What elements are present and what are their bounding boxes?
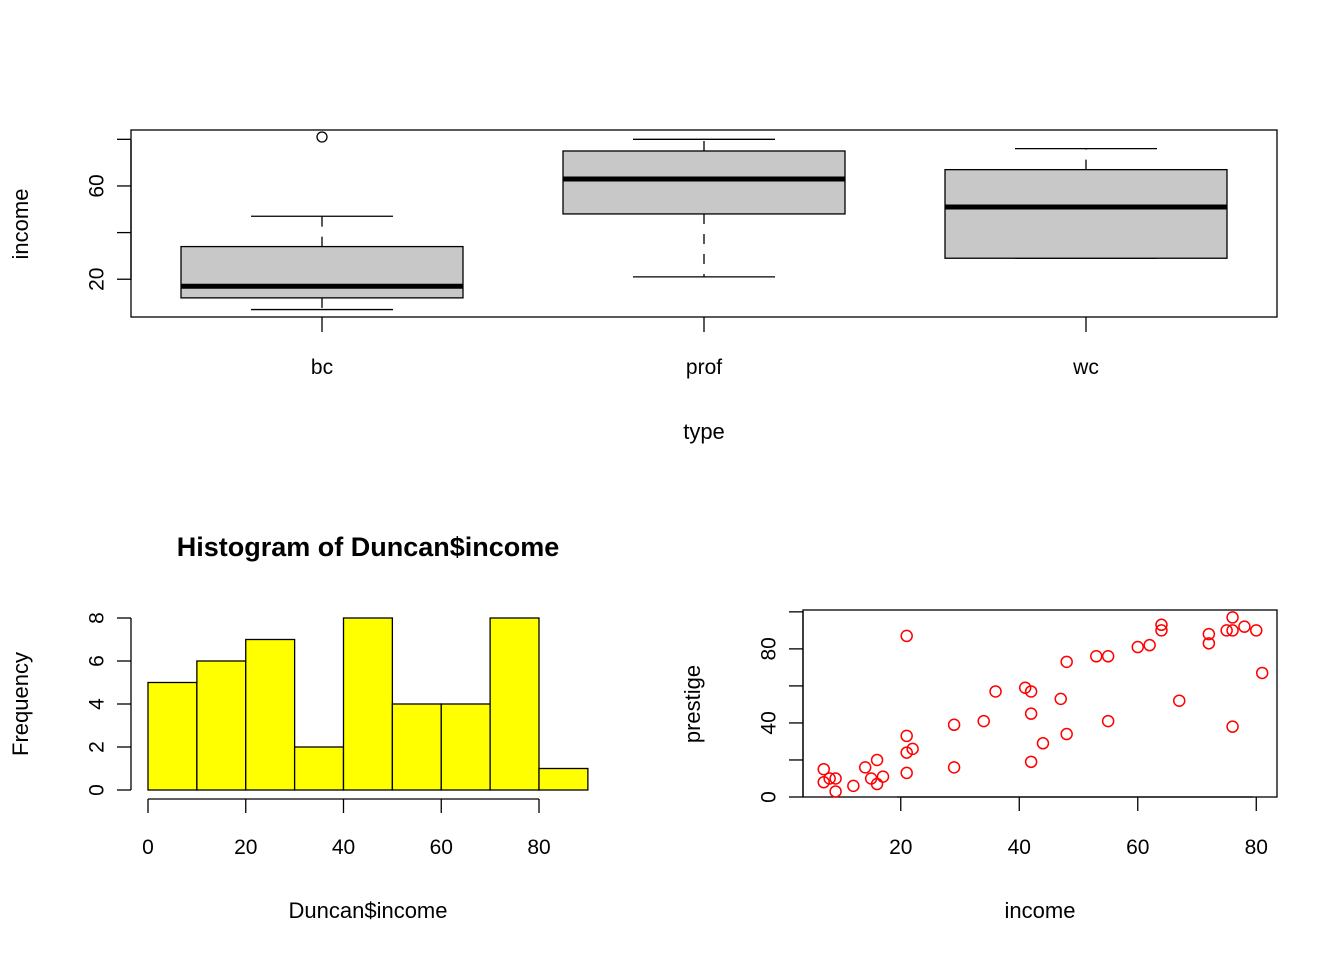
- histogram-x-tick-label: 80: [527, 836, 550, 859]
- scatter-point: [876, 770, 890, 783]
- scatter-point: [1024, 685, 1038, 698]
- scatter-point: [900, 729, 913, 743]
- boxplot-x-axis-title: type: [683, 419, 725, 444]
- histogram-bar: [147, 681, 198, 791]
- scatter-y-axis-title: prestige: [680, 665, 705, 743]
- histogram-x-tick-label: 60: [430, 836, 453, 859]
- histogram-bar: [538, 767, 589, 791]
- histogram-title: Histogram of Duncan$income: [177, 532, 560, 562]
- box-prof: [562, 138, 846, 278]
- scatter-point: [1172, 694, 1186, 707]
- scatter-point: [1101, 650, 1115, 663]
- scatter-point: [947, 761, 961, 774]
- histogram-y-ticks: 0 2 4 6 8: [86, 612, 131, 796]
- scatter-point: [1255, 666, 1269, 680]
- scatter-y-tick-label: 0: [758, 791, 781, 803]
- scatter-x-tick-label: 40: [1008, 836, 1031, 859]
- histogram-bar: [196, 660, 247, 791]
- scatter-point: [1131, 640, 1145, 654]
- scatter-point: [829, 785, 842, 798]
- boxplot-x-tick-label: prof: [686, 356, 722, 379]
- box-outlier: [316, 131, 328, 143]
- scatter-point: [1024, 707, 1038, 720]
- scatter-point: [900, 629, 913, 643]
- scatter-points: [817, 611, 1269, 798]
- boxplot-boxes: [180, 131, 1228, 311]
- scatter-panel: 20 40 60 80 0 40 80 income prestige: [680, 609, 1278, 923]
- scatter-point: [1226, 624, 1239, 637]
- histogram-bar: [245, 638, 296, 791]
- boxplot-y-tick-label: 20: [86, 268, 109, 291]
- scatter-point: [870, 753, 884, 767]
- scatter-point: [1101, 714, 1115, 728]
- scatter-point: [906, 742, 919, 756]
- box-iqr: [180, 245, 464, 299]
- histogram-bar: [489, 617, 540, 791]
- scatter-point: [829, 772, 842, 785]
- scatter-point: [1220, 624, 1233, 637]
- scatter-point: [977, 714, 990, 728]
- box-iqr: [562, 150, 846, 215]
- histogram-bar: [342, 617, 394, 791]
- scatter-point: [817, 762, 830, 776]
- histogram-x-ticks: 0 20 40 60 80: [142, 799, 551, 859]
- histogram-x-tick-label: 0: [142, 836, 154, 859]
- scatter-x-axis-title: income: [1005, 898, 1076, 923]
- scatter-point: [1238, 620, 1251, 633]
- scatter-x-tick-label: 60: [1126, 836, 1149, 859]
- scatter-point: [1024, 755, 1038, 769]
- histogram-bar: [440, 703, 491, 791]
- histogram-panel: Histogram of Duncan$income 0 20 40 60 80 0 2 4…: [8, 532, 589, 923]
- box-wc: [944, 148, 1228, 259]
- scatter-point: [1202, 627, 1216, 641]
- scatter-point: [1054, 692, 1067, 706]
- histogram-y-tick-label: 8: [86, 612, 109, 624]
- box-bc: [180, 131, 464, 311]
- scatter-point: [947, 718, 961, 732]
- boxplot-x-tick-label: bc: [311, 356, 333, 379]
- boxplot-y-axis-title: income: [8, 189, 33, 260]
- scatter-point: [1060, 727, 1073, 741]
- scatter-point: [1143, 638, 1156, 652]
- scatter-x-tick-label: 80: [1245, 836, 1268, 859]
- scatter-point: [1155, 618, 1168, 632]
- boxplot-y-tick-label: 60: [86, 174, 109, 197]
- histogram-y-axis-title: Frequency: [8, 652, 33, 756]
- scatter-y-tick-label: 40: [758, 711, 781, 734]
- boxplot-x-ticks: bc prof wc: [311, 317, 1099, 379]
- histogram-x-axis-title: Duncan$income: [289, 898, 448, 923]
- histogram-y-tick-label: 2: [86, 741, 109, 753]
- scatter-point: [1250, 624, 1263, 637]
- scatter-point: [1036, 737, 1050, 750]
- scatter-x-tick-label: 20: [889, 836, 912, 859]
- box-iqr: [944, 168, 1228, 259]
- scatter-point: [858, 761, 872, 774]
- scatter-y-tick-label: 80: [758, 637, 781, 660]
- histogram-bar: [391, 703, 442, 791]
- scatter-point: [823, 772, 836, 785]
- histogram-bars: [147, 617, 589, 791]
- scatter-point: [1226, 720, 1239, 733]
- scatter-point: [1202, 637, 1216, 650]
- scatter-point: [900, 766, 913, 780]
- scatter-y-ticks: 0 40 80: [758, 611, 803, 803]
- histogram-x-tick-label: 20: [234, 836, 257, 859]
- boxplot-x-tick-label: wc: [1072, 356, 1099, 379]
- histogram-y-tick-label: 4: [86, 698, 109, 710]
- scatter-point: [1226, 611, 1239, 624]
- scatter-point: [1090, 650, 1103, 663]
- scatter-point: [1155, 624, 1168, 637]
- histogram-y-tick-label: 0: [86, 784, 109, 796]
- scatter-point: [989, 685, 1002, 698]
- scatter-point: [847, 779, 860, 793]
- scatter-point: [1060, 655, 1073, 669]
- histogram-y-tick-label: 6: [86, 655, 109, 667]
- histogram-bar: [293, 746, 345, 791]
- scatter-x-ticks: 20 40 60 80: [889, 797, 1268, 859]
- histogram-x-tick-label: 40: [332, 836, 355, 859]
